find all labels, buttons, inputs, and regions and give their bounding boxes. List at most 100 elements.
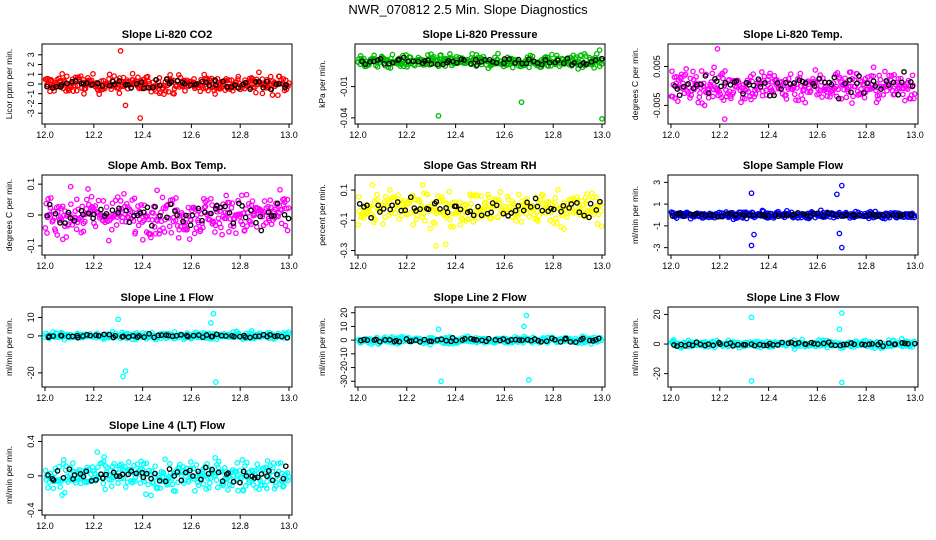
point (537, 197, 544, 204)
point (227, 477, 234, 484)
point (154, 485, 161, 491)
reference-point (124, 81, 131, 88)
reference-point (548, 205, 554, 212)
x-tick-label: 12.0 (349, 261, 367, 271)
point (540, 192, 547, 199)
reference-point (860, 90, 867, 96)
reference-point (568, 201, 575, 207)
reference-point (815, 341, 821, 347)
point (63, 73, 70, 80)
reference-point (100, 475, 106, 482)
reference-point (389, 202, 395, 209)
point (192, 487, 198, 494)
reference-point (113, 473, 120, 479)
point (272, 206, 279, 213)
point (533, 217, 540, 223)
reference-point (779, 339, 785, 346)
plot-frame (354, 306, 606, 388)
reference-point (597, 198, 603, 205)
reference-point (820, 340, 827, 347)
reference-point (144, 204, 151, 211)
point (834, 70, 841, 76)
point (48, 195, 54, 201)
point (111, 460, 117, 467)
point (184, 225, 191, 232)
reference-point (285, 215, 292, 222)
reference-point (892, 341, 899, 348)
reference-point (138, 79, 145, 86)
reference-point (174, 212, 180, 219)
x-tick-label: 12.8 (544, 261, 562, 271)
reference-point (795, 340, 802, 346)
point (67, 183, 74, 190)
reference-point (112, 332, 119, 339)
reference-point (89, 81, 96, 88)
reference-point (512, 207, 519, 214)
point (108, 483, 115, 490)
point (361, 215, 367, 221)
reference-point (885, 82, 892, 88)
reference-point (123, 207, 130, 214)
outlier-point (120, 373, 126, 380)
reference-point (791, 80, 797, 86)
reference-point (581, 212, 587, 219)
reference-point (202, 464, 209, 471)
reference-point (560, 202, 567, 209)
reference-point (742, 341, 749, 348)
reference-point (586, 337, 593, 344)
point (91, 467, 98, 474)
point (235, 197, 241, 204)
point (135, 203, 141, 209)
point (486, 194, 492, 201)
point (730, 89, 737, 96)
point (838, 95, 845, 102)
reference-point (276, 80, 282, 87)
reference-point (900, 212, 906, 218)
reference-point (247, 334, 253, 341)
reference-point (488, 209, 495, 216)
x-tick-label: 12.8 (544, 130, 562, 140)
point (45, 484, 51, 491)
y-tick-label: 10 (339, 321, 349, 331)
point (547, 217, 554, 223)
point (187, 459, 194, 465)
point (172, 488, 179, 495)
point (395, 192, 402, 198)
reference-point (242, 79, 249, 86)
y-tick-label: 20 (652, 309, 662, 319)
reference-point (856, 73, 862, 79)
point (882, 68, 888, 75)
y-tick-label: 0.1 (26, 178, 36, 191)
x-tick-label: 12.2 (85, 261, 103, 271)
reference-point (95, 332, 102, 339)
point (80, 228, 87, 235)
point (693, 73, 699, 80)
panel-title: Slope Li-820 Pressure (423, 29, 538, 41)
point (68, 201, 74, 208)
point (396, 216, 403, 223)
point (259, 90, 266, 97)
outlier-point (599, 116, 605, 122)
point (794, 85, 800, 91)
x-tick-label: 13.0 (280, 130, 298, 140)
reference-point (71, 472, 78, 478)
data-points (42, 449, 292, 499)
y-tick-label: -3 (26, 109, 36, 117)
reference-point (52, 210, 59, 217)
point (401, 204, 408, 210)
point (238, 192, 245, 199)
point (75, 206, 82, 213)
point (228, 204, 235, 211)
reference-point (515, 56, 522, 63)
point (43, 200, 50, 207)
reference-point (72, 78, 79, 84)
point (70, 88, 77, 94)
point (213, 477, 220, 483)
reference-point (842, 212, 849, 219)
panel-6: Slope Sample Flow ml/min per min. 12.0 12.2… (630, 160, 924, 271)
reference-point (835, 95, 842, 102)
reference-point (203, 332, 210, 338)
x-tick-label: 12.0 (36, 261, 54, 271)
x-tick-label: 13.0 (593, 261, 611, 271)
panel-2: Slope Li-820 Pressure kPa per min. 12.0 12.… (317, 29, 611, 140)
